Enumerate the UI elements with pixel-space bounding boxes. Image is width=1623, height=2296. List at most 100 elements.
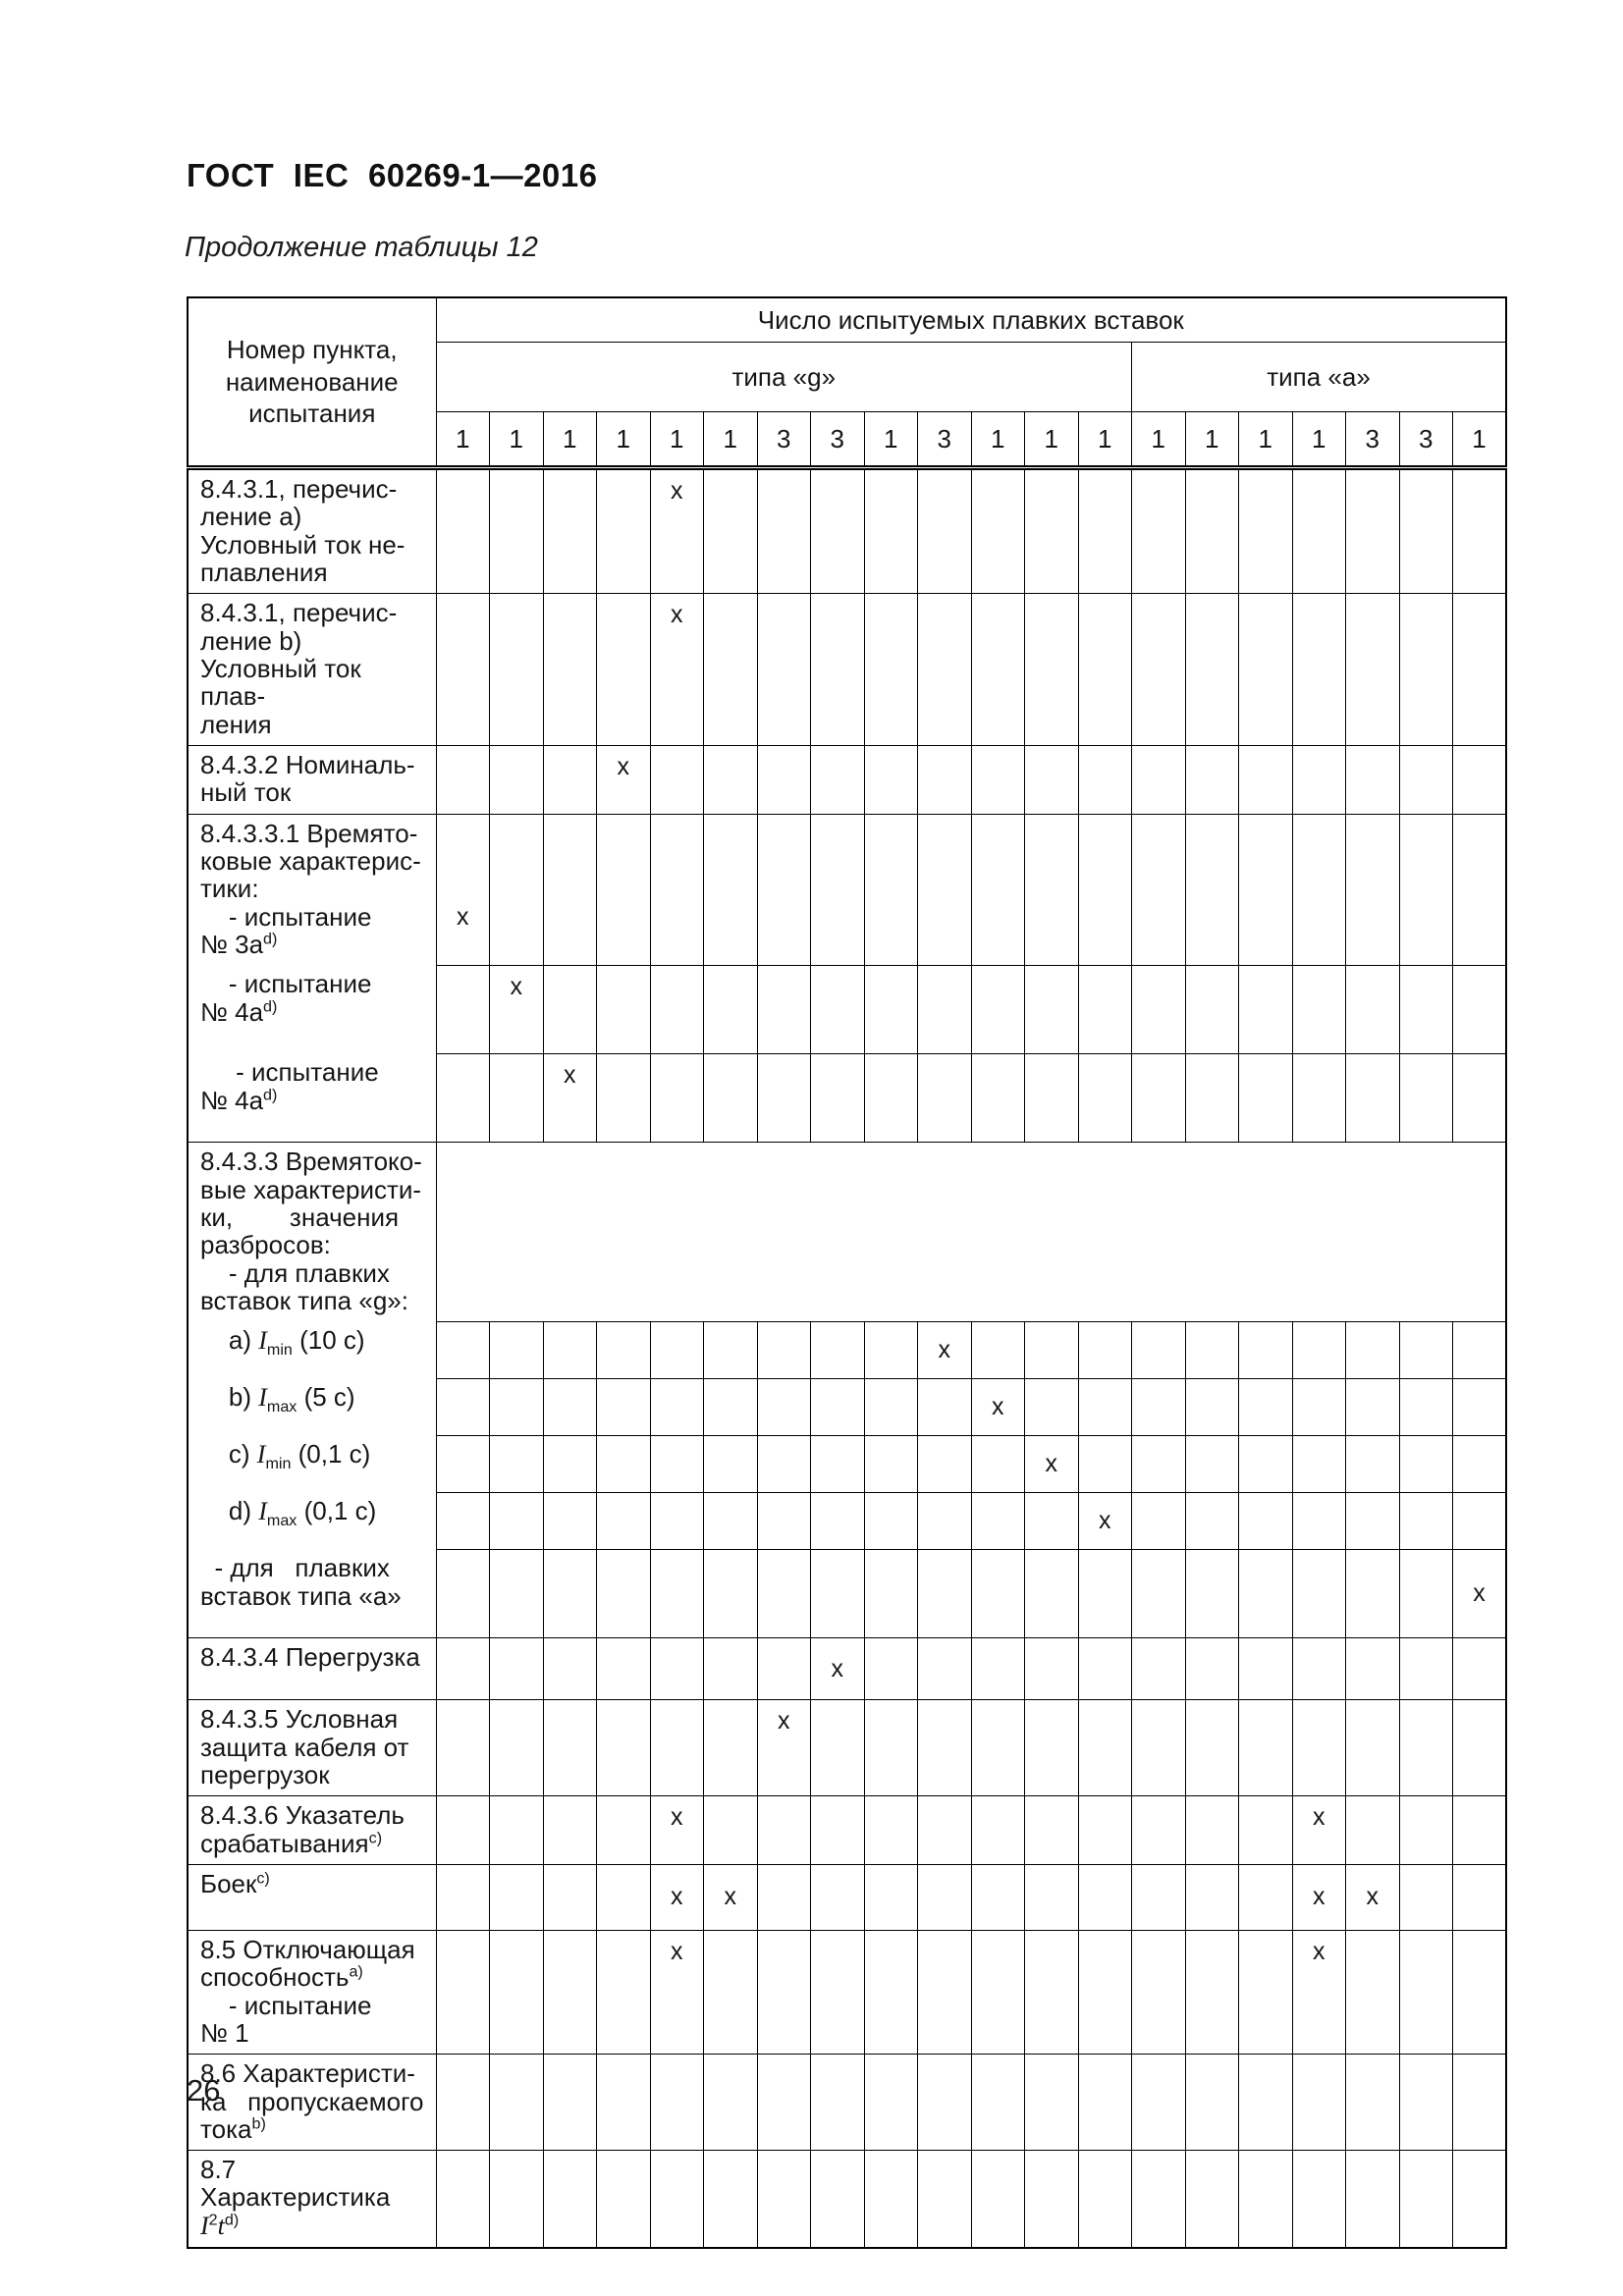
empty-cell	[863, 1863, 918, 1931]
empty-cell	[489, 813, 544, 966]
empty-cell	[1077, 1699, 1132, 1797]
empty-cell	[810, 1320, 865, 1379]
empty-cell	[542, 964, 597, 1054]
empty-cell	[1184, 1548, 1239, 1639]
mark-cell: x	[649, 466, 704, 595]
empty-cell	[542, 813, 597, 966]
empty-cell	[542, 466, 597, 595]
empty-cell	[1077, 813, 1132, 966]
mark-cell: x	[1345, 1863, 1400, 1931]
empty-cell	[1184, 744, 1239, 815]
empty-cell	[649, 1434, 704, 1493]
empty-cell	[863, 1052, 918, 1144]
row-label: Боекc)	[187, 1863, 437, 1931]
count-cell: 1	[489, 411, 544, 470]
empty-cell	[1238, 1795, 1293, 1865]
empty-cell	[1291, 1320, 1346, 1379]
count-cell: 1	[1077, 411, 1132, 470]
empty-cell	[1131, 1491, 1186, 1550]
empty-cell	[1131, 1434, 1186, 1493]
empty-cell	[863, 2150, 918, 2249]
count-cell: 1	[1291, 411, 1346, 470]
empty-cell	[1131, 1929, 1186, 2056]
empty-cell	[435, 1052, 490, 1144]
empty-cell	[863, 1320, 918, 1379]
empty-cell	[542, 1434, 597, 1493]
empty-cell	[756, 2150, 811, 2249]
empty-cell	[756, 1929, 811, 2056]
empty-cell	[1131, 593, 1186, 746]
empty-cell	[1398, 813, 1453, 966]
table-row: 8.4.3.1, перечис-ление b) Условный ток пл…	[187, 593, 1507, 746]
count-cell: 1	[1184, 411, 1239, 470]
empty-cell	[863, 1434, 918, 1493]
empty-cell	[703, 466, 758, 595]
row-label: 8.5 Отключающая способностьa) - испытание…	[187, 1929, 437, 2056]
empty-cell	[1452, 1795, 1507, 1865]
empty-cell	[1077, 744, 1132, 815]
table-row: 8.5 Отключающая способностьa) - испытание…	[187, 1929, 1507, 2056]
empty-cell	[1398, 1548, 1453, 1639]
empty-cell	[1024, 1052, 1079, 1144]
empty-cell	[542, 744, 597, 815]
empty-cell	[1077, 593, 1132, 746]
empty-cell	[1452, 1637, 1507, 1701]
empty-cell	[1291, 2150, 1346, 2249]
empty-cell	[1131, 466, 1186, 595]
empty-cell	[1238, 1434, 1293, 1493]
row-label: 8.4.3.4 Перегрузка	[187, 1637, 437, 1701]
empty-cell	[703, 1929, 758, 2056]
empty-cell	[1077, 1320, 1132, 1379]
empty-cell	[703, 1548, 758, 1639]
empty-cell	[1345, 964, 1400, 1054]
empty-cell	[435, 1377, 490, 1436]
count-cell: 1	[703, 411, 758, 470]
empty-cell	[810, 813, 865, 966]
empty-cell	[489, 1548, 544, 1639]
empty-cell	[1398, 1863, 1453, 1931]
count-cell: 1	[649, 411, 704, 470]
empty-cell	[970, 964, 1025, 1054]
empty-cell	[1238, 1699, 1293, 1797]
empty-cell	[1291, 1052, 1346, 1144]
empty-cell	[756, 466, 811, 595]
mark-cell: x	[649, 1795, 704, 1865]
empty-cell	[703, 813, 758, 966]
empty-cell	[1291, 466, 1346, 595]
count-cell: 3	[1345, 411, 1400, 470]
empty-cell	[810, 1929, 865, 2056]
header-row-top: Номер пункта, наименование испытания Число…	[187, 296, 1507, 470]
empty-cell	[810, 1699, 865, 1797]
table-row: a) Imin (10 с) x	[187, 1320, 1507, 1379]
empty-cell	[1238, 1377, 1293, 1436]
mark-cell: x	[596, 744, 651, 815]
count-cell: 1	[596, 411, 651, 470]
empty-cell	[649, 1320, 704, 1379]
empty-cell	[917, 1795, 972, 1865]
empty-cell	[1345, 1320, 1400, 1379]
count-cell: 1	[1131, 411, 1186, 470]
empty-cell	[596, 1052, 651, 1144]
empty-cell	[703, 593, 758, 746]
empty-cell	[1238, 1637, 1293, 1701]
doc-title: ГОСТ IEC 60269-1—2016	[187, 157, 598, 193]
empty-cell	[489, 1320, 544, 1379]
header-row-groups: типа «g» типа «а»	[188, 342, 1507, 412]
empty-cell	[542, 1320, 597, 1379]
empty-cell	[489, 744, 544, 815]
empty-cell	[1024, 1637, 1079, 1701]
empty-cell	[703, 744, 758, 815]
empty-cell	[1184, 1637, 1239, 1701]
empty-cell	[1184, 1795, 1239, 1865]
empty-cell	[1131, 744, 1186, 815]
empty-cell	[863, 466, 918, 595]
empty-cell	[1398, 964, 1453, 1054]
empty-cell	[649, 1699, 704, 1797]
empty-cell	[970, 1548, 1025, 1639]
empty-cell	[1398, 744, 1453, 815]
empty-cell	[810, 1863, 865, 1931]
empty-cell	[649, 744, 704, 815]
mark-cell: x	[435, 813, 490, 966]
empty-cell	[542, 1377, 597, 1436]
